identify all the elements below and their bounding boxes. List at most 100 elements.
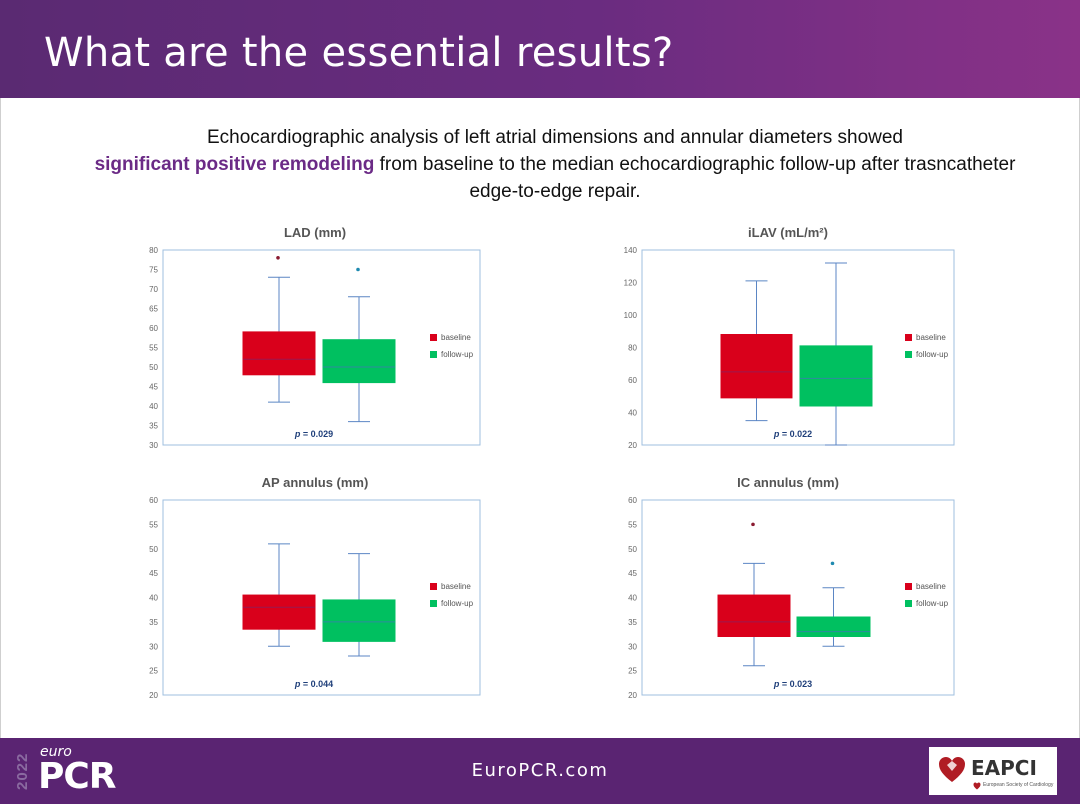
y-tick-label: 35 [628,618,637,627]
y-tick-label: 65 [149,305,158,314]
p-value: p = 0.044 [294,679,333,689]
outlier-point [276,255,280,260]
p-value-text: = 0.029 [303,429,333,439]
legend-label: baseline [916,582,946,591]
legend-label: baseline [916,333,946,342]
legend-swatch [430,583,437,590]
y-tick-label: 50 [149,545,158,554]
legend-swatch [430,600,437,607]
intro-rest: from baseline to the median echocardiogr… [374,154,1016,202]
intro-highlight: significant positive remodeling [94,154,375,175]
y-tick-label: 60 [628,376,637,385]
y-tick-label: 80 [149,246,158,255]
y-tick-label: 45 [149,569,158,578]
outlier-point [830,561,835,566]
outlier-point [751,522,755,527]
legend-label: follow-up [916,350,949,359]
eapci-logo-text: EAPCI [971,756,1037,780]
box-baseline [717,594,791,637]
p-value-text: = 0.023 [782,679,812,689]
y-tick-label: 20 [628,441,637,450]
y-tick-label: 40 [628,594,637,603]
footer-url[interactable]: EuroPCR.com [471,760,609,781]
plot-area [162,249,481,446]
esc-heart-icon [973,782,981,790]
y-tick-label: 40 [149,594,158,603]
legend-swatch [430,334,437,341]
footer-bar: 2022 euro PCR EuroPCR.com EAPCI European… [0,738,1080,804]
box-follow-up [322,339,396,384]
y-tick-label: 70 [149,285,158,294]
legend-label: baseline [441,333,471,342]
y-tick-label: 40 [628,409,637,418]
legend-swatch [430,351,437,358]
legend-label: follow-up [916,599,949,608]
p-value: p = 0.022 [773,429,812,439]
p-symbol: p [294,429,303,439]
plot-area [641,499,955,696]
y-tick-label: 100 [624,311,638,320]
plot-area [162,499,481,696]
legend-label: follow-up [441,350,474,359]
slide-title: What are the essential results? [44,30,674,76]
legend-swatch [905,334,912,341]
y-tick-label: 60 [149,496,158,505]
y-tick-label: 35 [149,422,158,431]
box-follow-up [799,345,873,407]
y-tick-label: 45 [149,383,158,392]
y-tick-label: 45 [628,569,637,578]
y-tick-label: 20 [149,691,158,700]
chart-title: IC annulus (mm) [737,475,839,490]
heart-icon [939,757,965,782]
legend-label: follow-up [441,599,474,608]
europcr-logo-pcr: PCR [38,756,117,797]
box-follow-up [322,599,396,642]
y-tick-label: 30 [149,441,158,450]
y-tick-label: 25 [628,667,637,676]
y-tick-label: 30 [628,642,637,651]
legend-label: baseline [441,582,471,591]
y-tick-label: 60 [628,496,637,505]
legend-swatch [905,351,912,358]
y-tick-label: 55 [149,520,158,529]
chart-title: AP annulus (mm) [262,475,369,490]
y-tick-label: 75 [149,266,158,275]
eapci-logo: EAPCI European Society of Cardiology [929,747,1057,795]
legend-swatch [905,600,912,607]
chart-title: LAD (mm) [284,225,346,240]
p-value: p = 0.023 [773,679,812,689]
p-value-text: = 0.044 [303,679,333,689]
y-tick-label: 120 [624,279,638,288]
slide-border-left [0,98,1,738]
europcr-logo-euro: euro [40,744,72,760]
slide-header: What are the essential results? [0,0,1080,98]
p-symbol: p [294,679,303,689]
p-value-text: = 0.022 [782,429,812,439]
y-tick-label: 55 [149,344,158,353]
y-tick-label: 60 [149,324,158,333]
p-symbol: p [773,679,782,689]
outlier-point [356,267,360,272]
box-baseline [242,331,316,376]
y-tick-label: 25 [149,667,158,676]
intro-text: Echocardiographic analysis of left atria… [90,124,1020,205]
y-tick-label: 50 [628,545,637,554]
p-value: p = 0.029 [294,429,333,439]
boxplot-charts: LAD (mm) 30 35 40 45 50 55 60 65 70 75 80 baseline fo… [149,225,955,700]
legend-swatch [905,583,912,590]
box-baseline [242,594,316,630]
box-follow-up [796,616,871,637]
y-tick-label: 80 [628,344,637,353]
box-baseline [720,334,793,399]
y-tick-label: 20 [628,691,637,700]
y-tick-label: 40 [149,402,158,411]
plot-area [641,249,955,446]
esc-text: European Society of Cardiology [983,782,1054,788]
y-tick-label: 55 [628,520,637,529]
chart-title: iLAV (mL/m²) [748,225,828,240]
p-symbol: p [773,429,782,439]
y-tick-label: 30 [149,642,158,651]
y-tick-label: 50 [149,363,158,372]
y-tick-label: 140 [624,246,638,255]
intro-line-1: Echocardiographic analysis of left atria… [207,127,903,148]
